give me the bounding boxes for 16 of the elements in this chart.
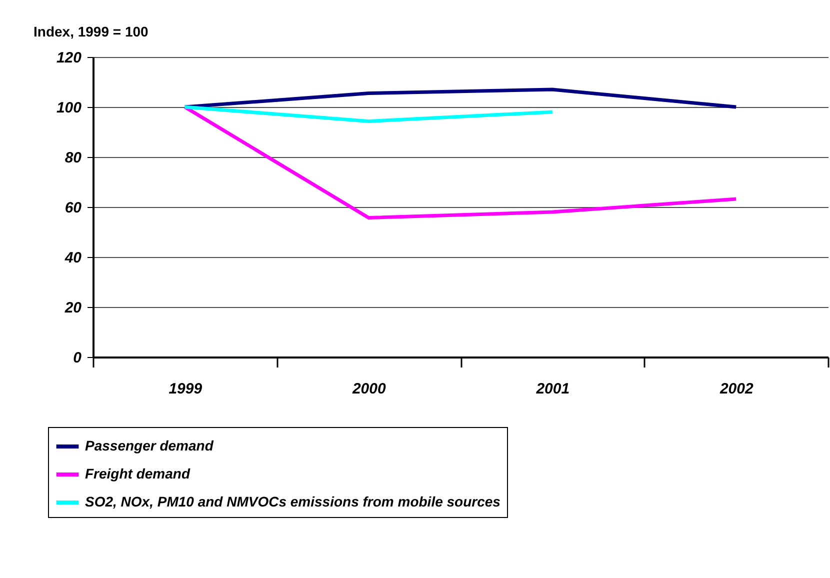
line-series: [183, 105, 738, 220]
y-axis-title: Index, 1999 = 100: [34, 24, 149, 40]
x-tick-label: 2001: [535, 380, 570, 398]
x-tick-label: 2000: [351, 380, 386, 398]
y-tick-label: 80: [64, 150, 82, 166]
y-tick-label: 0: [73, 350, 82, 366]
y-tick-label: 60: [64, 200, 82, 216]
y-tick-label: 20: [64, 300, 82, 316]
y-tick-label: 100: [56, 100, 82, 116]
legend-label: Freight demand: [85, 466, 190, 482]
legend-label: SO2, NOx, PM10 and NMVOCs emissions from mobile sources: [85, 494, 501, 510]
x-tick-label: 1999: [168, 380, 203, 398]
x-tick-label: 2002: [718, 380, 754, 398]
y-tick-label: 40: [64, 250, 82, 266]
legend-label: Passenger demand: [85, 438, 214, 454]
y-tick-label: 120: [56, 50, 82, 66]
